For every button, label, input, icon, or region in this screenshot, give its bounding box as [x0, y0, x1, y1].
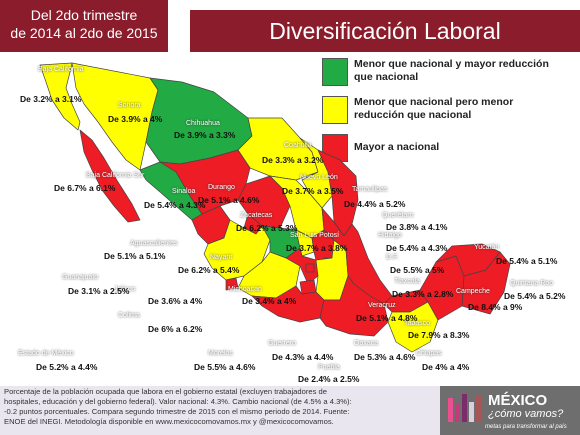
state-name-estado-de-mexico: Estado de México [18, 350, 74, 357]
state-name-durango: Durango [208, 184, 235, 191]
state-name-jalisco: Jalisco [114, 286, 136, 293]
note-line-1: Porcentaje de la población ocupada que l… [4, 387, 327, 396]
state-name-chihuahua: Chihuahua [186, 120, 220, 127]
legend-label-green: Menor que nacional y mayor reducción que… [354, 58, 549, 83]
logo-bars-icon [448, 394, 481, 422]
state-name-morelos: Morelos [208, 350, 233, 357]
legend-swatch-yellow [322, 96, 348, 124]
legend-label-yellow: Menor que nacional pero menor reducción … [354, 96, 514, 121]
state-name-sinaloa: Sinaloa [172, 188, 196, 195]
state-value-nuevo-leon: De 3.7% a 3.5% [282, 186, 344, 196]
state-value-tabasco: De 7.9% a 8.3% [408, 330, 470, 340]
state-name-df: D.F. [386, 254, 399, 261]
state-morelos [299, 279, 317, 295]
state-value-michoacan: De 3.4% a 4% [242, 296, 297, 306]
state-value-veracruz: De 5.1% a 4.8% [356, 313, 418, 323]
state-df [305, 263, 315, 273]
state-name-puebla: Puebla [318, 364, 340, 371]
state-value-sonora: De 3.9% a 4% [108, 114, 163, 124]
period-line-2: de 2014 al 2do de 2015 [10, 25, 158, 41]
page-title: Diversificación Laboral [190, 10, 580, 52]
state-value-coahuila: De 3.3% a 3.2% [262, 155, 324, 165]
state-value-oaxaca: De 5.3% a 4.6% [354, 352, 416, 362]
legend-item-red: Mayor a nacional [322, 134, 564, 162]
logo-tagline: metas para transformar al país [485, 424, 567, 430]
state-value-zacatecas: De 6.2% a 5.3% [236, 223, 298, 233]
legend-label-red: Mayor a nacional [354, 141, 440, 153]
period-line-1: Del 2do trimestre [30, 7, 138, 23]
legend-item-green: Menor que nacional y mayor reducción que… [322, 58, 564, 86]
state-value-tlaxcala: De 3.3% a 2.8% [392, 289, 454, 299]
state-value-san-luis-potosi: De 3.7% a 3.8% [286, 243, 348, 253]
note-line-3: -0.2 puntos porcentuales. Compara segund… [4, 407, 350, 416]
state-name-nayarit: Nayarit [210, 254, 233, 261]
state-name-yucatan: Yucatán [474, 244, 500, 251]
state-value-chiapas: De 4% a 4% [422, 362, 470, 372]
legend-item-yellow: Menor que nacional pero menor reducción … [322, 96, 564, 124]
note-line-4: ENOE del INEGI. Metodología disponible e… [4, 417, 334, 426]
period-header: Del 2do trimestre de 2014 al 2do de 2015 [0, 0, 168, 52]
state-name-tabasco: Tabasco [404, 320, 431, 327]
state-value-jalisco: De 3.6% a 4% [148, 296, 203, 306]
state-baja-california [39, 62, 81, 131]
state-value-puebla: De 2.4% a 2.5% [298, 374, 360, 384]
state-name-sonora: Sonora [118, 102, 141, 109]
state-value-baja-california-sur: De 6.7% a 6.1% [54, 183, 116, 193]
state-name-zacatecas: Zacatecas [240, 212, 273, 219]
state-name-campeche: Campeche [456, 288, 490, 295]
state-name-chiapas: Chiapas [416, 350, 442, 357]
state-value-guanajuato: De 3.1% a 2.5% [68, 286, 130, 296]
state-quintana-roo [461, 251, 511, 315]
state-value-sinaloa: De 5.4% a 4.3% [144, 200, 206, 210]
state-baja-california-sur [79, 129, 141, 223]
state-name-coahuila: Coahuila [284, 142, 312, 149]
state-name-colima: Colima [118, 312, 140, 319]
state-value-estado-de-mexico: De 5.2% a 4.4% [36, 362, 98, 372]
state-name-aguascalientes: Aguascalientes [130, 240, 178, 247]
state-oaxaca [319, 275, 389, 337]
state-name-oaxaca: Oaxaca [354, 340, 379, 347]
state-value-nayarit: De 6.2% a 5.4% [178, 265, 240, 275]
state-value-baja-california: De 3.2% a 3.1% [20, 94, 82, 104]
state-value-morelos: De 5.5% a 4.6% [194, 362, 256, 372]
state-value-quintana-roo: De 5.4% a 5.2% [504, 291, 566, 301]
state-coahuila [237, 117, 319, 181]
state-name-queretaro: Querétaro [382, 212, 414, 219]
state-value-durango: De 5.1% a 4.6% [198, 195, 260, 205]
state-name-guerrero: Guerrero [268, 340, 297, 347]
state-value-campeche: De 8.4% a 9% [468, 302, 523, 312]
methodology-note: Porcentaje de la población ocupada que l… [0, 386, 440, 435]
state-name-baja-california-sur: Baja California Sur [86, 172, 145, 179]
state-name-michoacan: Michoacán [228, 286, 262, 293]
state-value-queretaro: De 3.8% a 4.1% [386, 222, 448, 232]
note-line-2: hospitales, educación y del gobierno fed… [4, 397, 352, 406]
brand-logo: MÉXICO ¿cómo vamos? metas para transform… [440, 386, 580, 435]
logo-subtitle: ¿cómo vamos? [488, 408, 564, 420]
logo-title: MÉXICO [488, 392, 548, 409]
state-value-tamaulipas: De 4.4% a 5.2% [344, 199, 406, 209]
state-name-tlaxcala: Tlaxcala [394, 278, 421, 285]
state-name-san-luis-potosi: San Luis Potosí [290, 232, 340, 239]
state-name-hidalgo: Hidalgo [378, 232, 402, 239]
state-name-veracruz: Veracruz [368, 302, 396, 309]
state-name-tamaulipas: Tamaulipas [352, 186, 388, 193]
state-name-nuevo-leon: Nuevo León [300, 174, 338, 181]
state-value-guerrero: De 4.3% a 4.4% [272, 352, 334, 362]
state-michoacan [237, 251, 301, 299]
state-name-guanajuato: Guanajuato [62, 274, 99, 281]
state-name-quintana-roo: Quintana Roo [510, 280, 554, 287]
mexico-map [39, 62, 511, 353]
state-value-aguascalientes: De 5.1% a 5.1% [104, 251, 166, 261]
state-value-df: De 5.5% a 5% [390, 265, 445, 275]
state-value-yucatan: De 5.4% a 5.1% [496, 256, 558, 266]
state-name-baja-california: Baja California [38, 66, 84, 73]
state-value-colima: De 6% a 6.2% [148, 324, 203, 334]
state-value-chihuahua: De 3.9% a 3.3% [174, 130, 236, 140]
state-value-hidalgo: De 5.4% a 4.3% [386, 243, 448, 253]
legend-swatch-green [322, 58, 348, 86]
